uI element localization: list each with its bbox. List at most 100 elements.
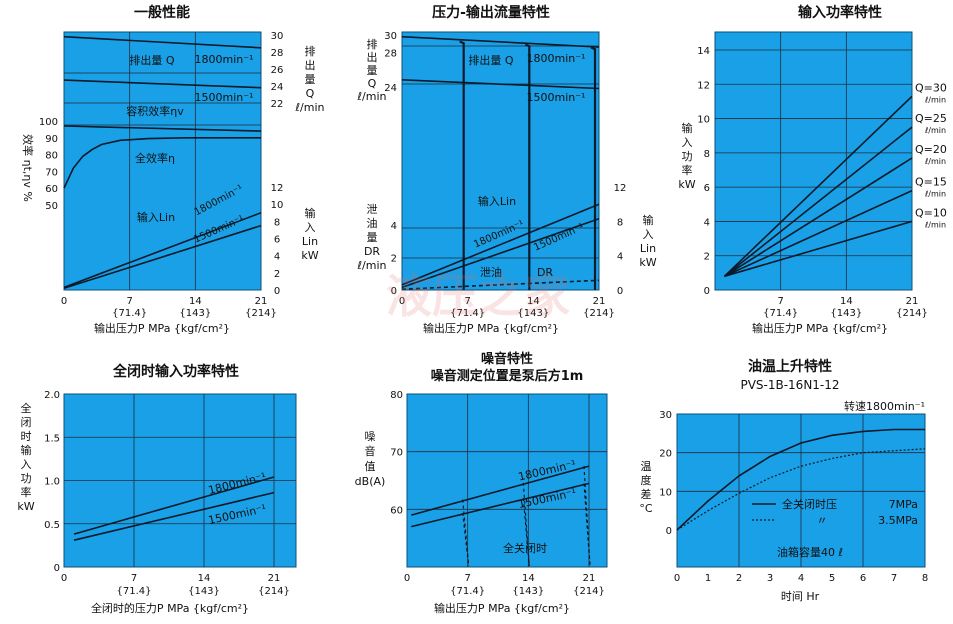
y-axis-label: kW: [17, 500, 34, 513]
y-axis-label: 温: [641, 460, 652, 473]
y-tick: 10: [659, 487, 672, 498]
y-axis-label-right: Q: [306, 87, 315, 100]
x-tick-sub: {71.4}: [117, 586, 152, 597]
x-axis-label: 全闭时的压力P MPa {kgf/cm²}: [91, 601, 249, 615]
series-q-1800: [401, 35, 600, 48]
y-tick-right: 0: [274, 286, 280, 297]
y-axis-label-right: ℓ/min: [295, 101, 325, 114]
y-axis-label-right: kW: [301, 249, 318, 262]
y-axis-label-left: Q: [368, 77, 377, 90]
annotation: 1800min⁻¹: [195, 53, 254, 66]
x-tick: 2: [736, 573, 742, 584]
x-tick: 8: [922, 573, 928, 584]
chart-title: 油温上升特性: [748, 358, 832, 375]
y-tick-right: 8: [274, 217, 280, 228]
chart-title: 全闭时输入功率特性: [112, 363, 239, 380]
y-tick: 2: [704, 252, 710, 263]
series-1500: [411, 482, 590, 528]
y-tick-left: 24: [384, 83, 397, 94]
closed-line: [522, 482, 530, 567]
cutoff-line: [590, 46, 597, 290]
y-tick-right: 4: [274, 252, 280, 263]
y-tick-right: 10: [271, 200, 284, 211]
y-tick: 0: [666, 526, 672, 537]
series-unit: ℓ/min: [924, 95, 946, 104]
y-tick-right: 12: [271, 183, 284, 194]
y-axis-label-left: 排: [367, 37, 378, 51]
y-tick-left: 4: [391, 221, 397, 232]
series-3-5mpa: [676, 448, 926, 531]
y-axis-label: 入: [21, 458, 32, 471]
y-tick: 80: [390, 390, 403, 401]
x-tick: 6: [860, 573, 866, 584]
x-tick-sub: {71.4}: [763, 308, 798, 319]
y-axis-label-right: 输: [305, 206, 316, 220]
closed-line: [462, 512, 470, 567]
y-axis-label-left: 效率 ηt,ηv %: [21, 134, 35, 202]
y-axis-label-left: ℓ/min: [357, 259, 387, 272]
chart-title: 噪音特性: [481, 351, 533, 367]
y-tick-left: 90: [45, 134, 58, 145]
y-tick-left: 80: [45, 151, 58, 162]
series-q-2: [723, 157, 913, 277]
y-axis-label-right: 出: [305, 58, 316, 72]
series-lin-1800: [63, 212, 262, 289]
closed-line: [583, 466, 591, 567]
y-tick: 10: [697, 115, 710, 126]
x-tick-sub: {214}: [573, 586, 605, 597]
chart-title: 一般性能: [134, 4, 190, 21]
y-axis-label-left: 出: [367, 50, 378, 64]
x-tick: 7: [464, 296, 470, 307]
chart-title: 压力-输出流量特性: [432, 4, 550, 21]
y-tick: 0: [704, 286, 710, 297]
chart-flow-area: [401, 31, 600, 291]
y-axis-label-left: ℓ/min: [357, 90, 387, 103]
y-axis-label: 值: [365, 460, 376, 473]
y-tick-right: 30: [271, 31, 284, 42]
y-axis-label: kW: [678, 178, 695, 191]
y-axis-label: 度: [641, 473, 652, 487]
y-axis-label: °C: [639, 502, 653, 515]
y-axis-label: 输: [682, 121, 693, 135]
x-axis-label: 时间 Hr: [781, 590, 820, 603]
x-tick: 21: [255, 296, 268, 307]
series-q-1: [723, 126, 913, 277]
y-axis-label: 功: [21, 472, 32, 485]
series-label: Q=30: [915, 81, 947, 94]
x-tick: 14: [840, 296, 853, 307]
chart-subtitle: 噪音测定位置是泵后方1m: [431, 368, 584, 384]
series-lin-1800: [401, 203, 600, 286]
chart-general-area: [63, 31, 262, 291]
y-tick: 70: [390, 448, 403, 459]
series-unit: ℓ/min: [924, 157, 946, 166]
y-axis-label-left: 泄: [367, 203, 378, 216]
series-lin-1500: [63, 224, 262, 290]
series-q-1500: [63, 79, 262, 89]
x-tick: 3: [767, 573, 773, 584]
chart-subtitle: PVS-1B-16N1-12: [740, 378, 839, 392]
x-axis-label: 输出压力P MPa {kgf/cm²}: [752, 321, 888, 335]
series-7mpa: [676, 428, 925, 531]
y-tick-right: 22: [271, 99, 284, 110]
series-q-0: [723, 95, 913, 277]
y-tick-right: 24: [271, 82, 284, 93]
x-tick-sub: {214}: [245, 308, 277, 319]
series-total-eff: [63, 137, 261, 189]
x-tick-sub: {214}: [258, 586, 290, 597]
y-axis-label-left: DR: [364, 245, 380, 258]
y-axis-label-right: 入: [643, 228, 654, 241]
y-axis-label: 入: [682, 136, 693, 149]
y-tick: 6: [704, 183, 710, 194]
cutoff-line: [524, 43, 531, 290]
y-tick: 0: [54, 563, 60, 574]
x-tick-sub: {143}: [179, 308, 211, 319]
chart-noise-area: [406, 393, 608, 568]
x-tick: 0: [674, 573, 680, 584]
legend-label: 全关闭时压: [782, 497, 837, 511]
y-tick: 1.5: [44, 433, 60, 444]
y-axis-label: 全: [21, 401, 32, 415]
y-axis-label-right: Lin: [640, 242, 656, 255]
x-tick-sub: {143}: [830, 308, 862, 319]
y-axis-label-right: Lin: [302, 235, 318, 248]
y-tick: 4: [704, 217, 710, 228]
